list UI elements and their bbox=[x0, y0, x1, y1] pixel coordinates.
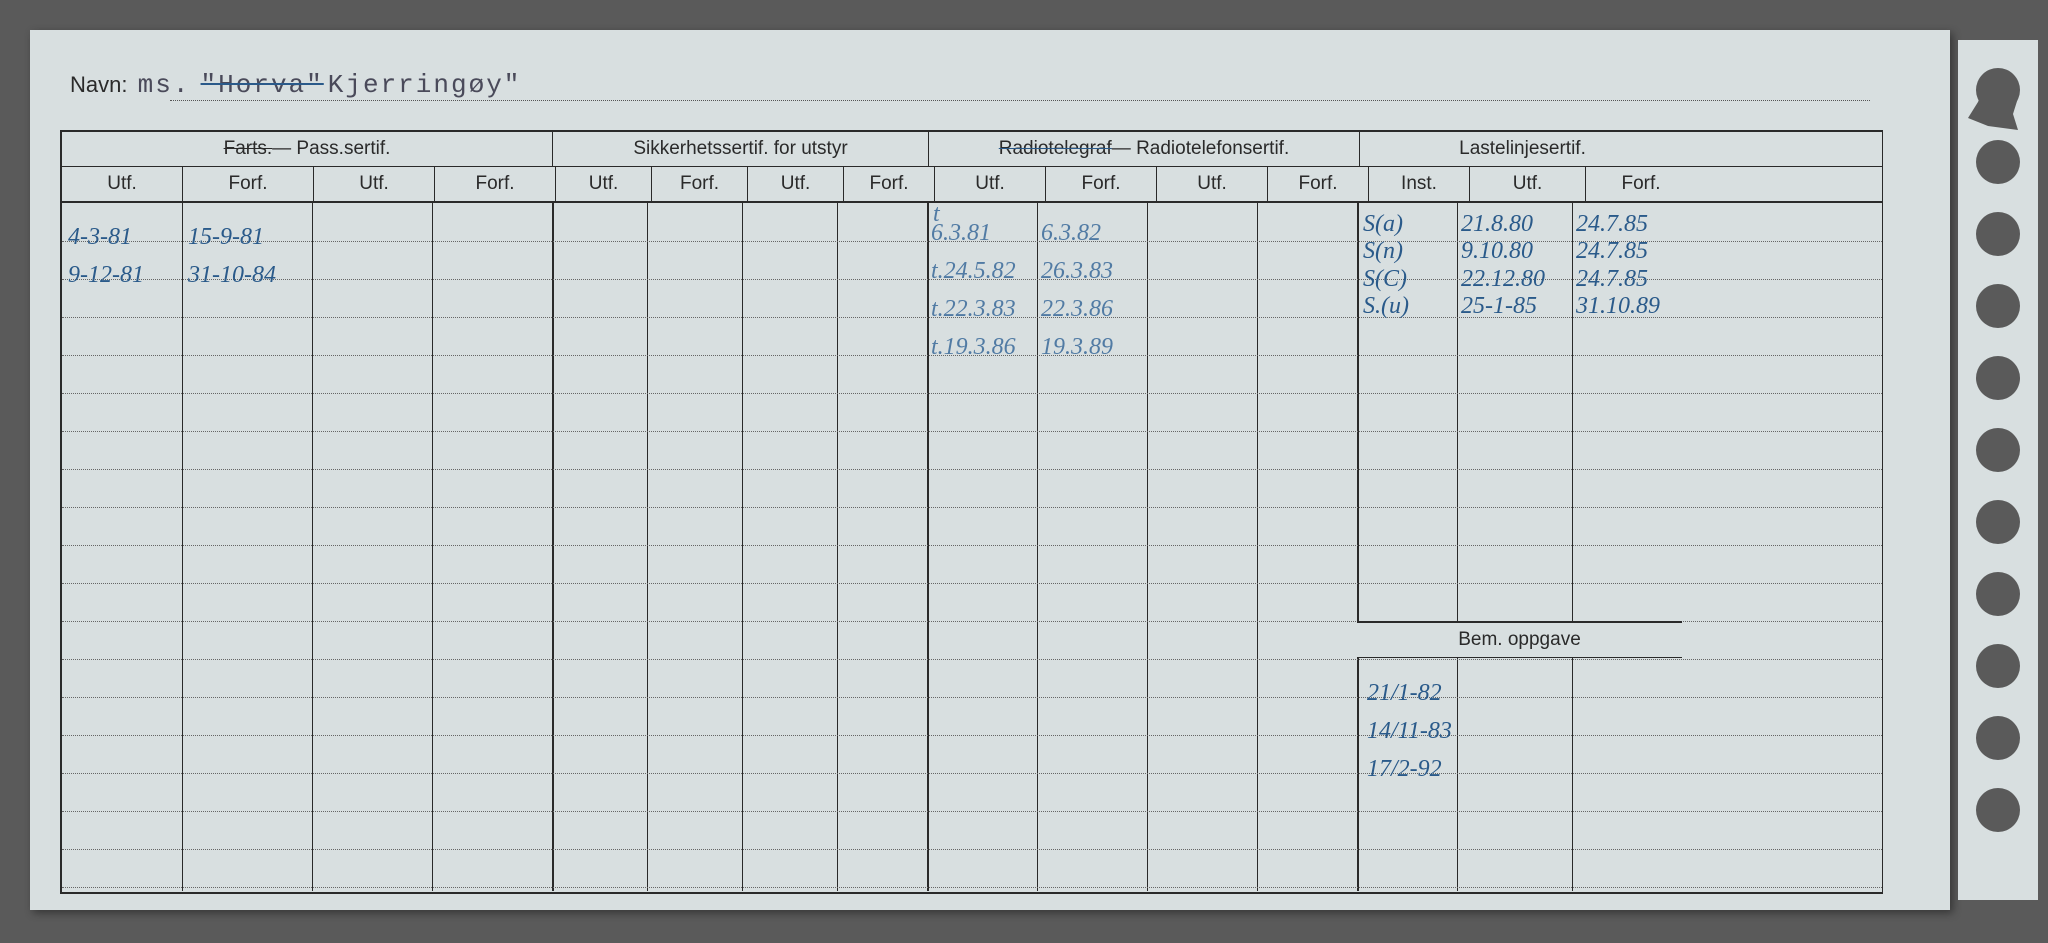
handwritten-entry: 19.3.89 bbox=[1041, 334, 1113, 361]
col-divider bbox=[927, 203, 929, 891]
handwritten-entry: 22.3.86 bbox=[1041, 296, 1113, 323]
handwritten-entry: 6.3.81 bbox=[931, 220, 991, 247]
handwritten-entry: t.22.3.83 bbox=[931, 296, 1016, 323]
header-group: Farts. — Pass.sertif. bbox=[62, 132, 553, 166]
hole bbox=[1976, 500, 2020, 544]
row-line bbox=[62, 431, 1882, 432]
record-table: Farts. — Pass.sertif.Sikkerhetssertif. f… bbox=[60, 130, 1883, 894]
binder-holes bbox=[1958, 40, 2038, 900]
handwritten-entry: S(C) bbox=[1363, 266, 1407, 293]
handwritten-entry: 31-10-84 bbox=[188, 262, 276, 289]
col-divider bbox=[1257, 203, 1258, 891]
header-col: Forf. bbox=[1268, 167, 1369, 201]
row-line bbox=[62, 545, 1882, 546]
row-line bbox=[62, 697, 1882, 698]
header-col: Forf. bbox=[435, 167, 556, 201]
row-line bbox=[62, 583, 1882, 584]
col-divider bbox=[1147, 203, 1148, 891]
handwritten-entry: 24.7.85 bbox=[1576, 266, 1648, 293]
handwritten-entry: 24.7.85 bbox=[1576, 211, 1648, 238]
header-col: Forf. bbox=[1586, 167, 1696, 201]
handwritten-entry: 17/2-92 bbox=[1367, 756, 1442, 783]
handwritten-entry: t.19.3.86 bbox=[931, 334, 1016, 361]
hole bbox=[1976, 140, 2020, 184]
col-divider bbox=[1357, 203, 1359, 891]
header-col: Utf. bbox=[748, 167, 844, 201]
document-card: Navn: ms. "Horva"Kjerringøy" Farts. — Pa… bbox=[30, 30, 1950, 910]
header-col: Utf. bbox=[314, 167, 435, 201]
header-col: Forf. bbox=[652, 167, 748, 201]
row-line bbox=[62, 887, 1882, 888]
name-typed-prefix: ms. bbox=[138, 70, 191, 100]
row-line bbox=[62, 811, 1882, 812]
name-struck: "Horva" bbox=[201, 70, 324, 100]
col-divider bbox=[837, 203, 838, 891]
header-col: Utf. bbox=[1470, 167, 1586, 201]
handwritten-entry: 21/1-82 bbox=[1367, 680, 1442, 707]
handwritten-entry: 25-1-85 bbox=[1461, 293, 1537, 320]
hole bbox=[1976, 716, 2020, 760]
col-divider bbox=[742, 203, 743, 891]
hole bbox=[1976, 356, 2020, 400]
col-divider bbox=[432, 203, 433, 891]
col-divider bbox=[552, 203, 554, 891]
header-col: Utf. bbox=[62, 167, 183, 201]
name-value: Kjerringøy" bbox=[328, 70, 522, 100]
handwritten-entry: 4-3-81 bbox=[68, 224, 132, 251]
bem-header: Bem. oppgave bbox=[1357, 621, 1682, 658]
hole bbox=[1976, 788, 2020, 832]
hole bbox=[1976, 644, 2020, 688]
table-body: Bem. oppgave 4-3-81 15-9-81 9-12-81 31-10-84… bbox=[62, 203, 1882, 891]
handwritten-entry: 24.7.85 bbox=[1576, 238, 1648, 265]
header-group: Lastelinjesertif. bbox=[1360, 132, 1685, 166]
hole bbox=[1976, 428, 2020, 472]
col-divider bbox=[312, 203, 313, 891]
header-col: Utf. bbox=[556, 167, 652, 201]
handwritten-entry: 15-9-81 bbox=[188, 224, 264, 251]
header-col: Forf. bbox=[183, 167, 314, 201]
header-group: Sikkerhetssertif. for utstyr bbox=[553, 132, 929, 166]
handwritten-entry: 22.12.80 bbox=[1461, 266, 1545, 293]
header-group: Radiotelegraf — Radiotelefonsertif. bbox=[929, 132, 1360, 166]
hole bbox=[1976, 572, 2020, 616]
row-line bbox=[62, 849, 1882, 850]
handwritten-entry: 9.10.80 bbox=[1461, 238, 1533, 265]
row-line bbox=[62, 393, 1882, 394]
handwritten-entry: 14/11-83 bbox=[1367, 718, 1452, 745]
row-line bbox=[62, 507, 1882, 508]
row-line bbox=[62, 659, 1882, 660]
col-divider bbox=[182, 203, 183, 891]
handwritten-entry: 21.8.80 bbox=[1461, 211, 1533, 238]
header-col: Inst. bbox=[1369, 167, 1470, 201]
name-label: Navn: bbox=[70, 72, 127, 98]
col-divider bbox=[647, 203, 648, 891]
hole bbox=[1976, 212, 2020, 256]
handwritten-entry: S(n) bbox=[1363, 238, 1403, 265]
hole bbox=[1976, 284, 2020, 328]
name-underline bbox=[170, 100, 1870, 101]
header-col: Forf. bbox=[844, 167, 935, 201]
handwritten-entry: S(a) bbox=[1363, 211, 1403, 238]
col-divider bbox=[1037, 203, 1038, 891]
handwritten-entry: 6.3.82 bbox=[1041, 220, 1101, 247]
header-col: Utf. bbox=[935, 167, 1046, 201]
handwritten-entry: 9-12-81 bbox=[68, 262, 144, 289]
name-field: Navn: ms. "Horva"Kjerringøy" bbox=[70, 70, 521, 100]
handwritten-entry: 31.10.89 bbox=[1576, 293, 1660, 320]
col-divider bbox=[1572, 203, 1573, 891]
row-line bbox=[62, 469, 1882, 470]
row-line bbox=[62, 773, 1882, 774]
header-col: Utf. bbox=[1157, 167, 1268, 201]
handwritten-entry: t.24.5.82 bbox=[931, 258, 1016, 285]
handwritten-entry: S.(u) bbox=[1363, 293, 1409, 320]
handwritten-entry: 26.3.83 bbox=[1041, 258, 1113, 285]
row-line bbox=[62, 735, 1882, 736]
header-col: Forf. bbox=[1046, 167, 1157, 201]
table-header-cols: Utf.Forf.Utf.Forf.Utf.Forf.Utf.Forf.Utf.… bbox=[62, 167, 1882, 203]
table-header-groups: Farts. — Pass.sertif.Sikkerhetssertif. f… bbox=[62, 132, 1882, 167]
col-divider bbox=[1457, 203, 1458, 891]
